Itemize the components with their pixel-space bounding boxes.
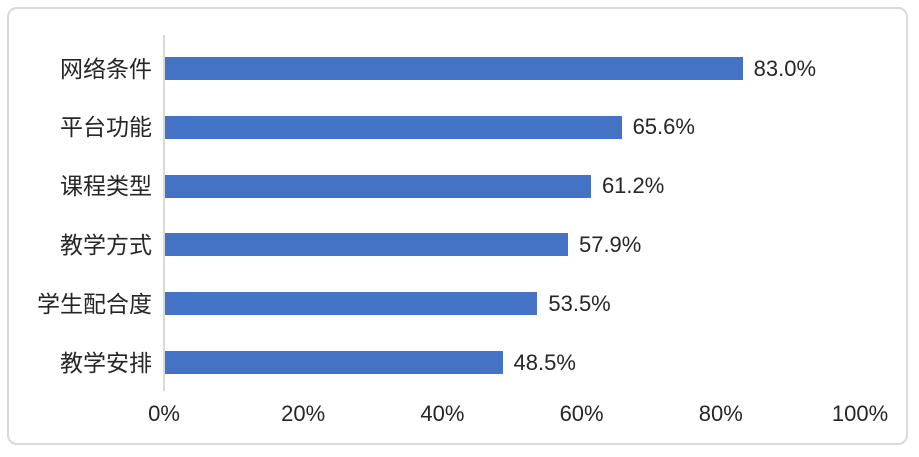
- x-axis-tick-label: 0%: [148, 401, 180, 426]
- bar: [165, 292, 538, 316]
- bar: [165, 57, 743, 80]
- x-axis-tick-label: 20%: [281, 401, 326, 426]
- category-label: 学生配合度: [37, 290, 152, 317]
- value-label: 61.2%: [601, 173, 665, 199]
- category-label: 平台功能: [60, 114, 152, 141]
- bar: [165, 174, 591, 198]
- x-axis-tick-label: 100%: [831, 401, 889, 426]
- bar: [165, 115, 622, 139]
- category-axis-line: [163, 35, 165, 391]
- category-label: 网络条件: [60, 55, 152, 82]
- value-label: 53.5%: [548, 290, 611, 316]
- x-axis-tick-label: 80%: [698, 401, 743, 426]
- x-axis-tick-label: 60%: [559, 401, 604, 426]
- value-label: 57.9%: [578, 231, 642, 257]
- value-label: 83.0%: [753, 55, 817, 81]
- category-label: 课程类型: [60, 173, 152, 200]
- category-label: 教学安排: [60, 349, 152, 376]
- x-axis-tick-label: 40%: [420, 401, 465, 426]
- value-label: 65.6%: [632, 114, 695, 140]
- category-label: 教学方式: [60, 231, 152, 258]
- bar: [165, 351, 503, 374]
- bar: [165, 233, 568, 257]
- value-label: 48.5%: [513, 349, 576, 375]
